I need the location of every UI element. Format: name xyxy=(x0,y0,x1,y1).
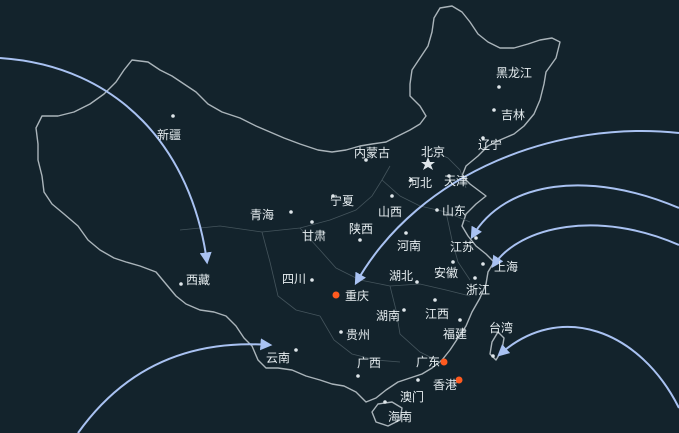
label-jiangsu: 江苏 xyxy=(450,240,474,254)
city-dot xyxy=(364,158,368,162)
label-shandong: 山东 xyxy=(442,204,466,218)
flow-lines xyxy=(0,57,679,433)
label-tianjin: 天津 xyxy=(444,174,468,188)
city-dot xyxy=(331,194,335,198)
label-fujian: 福建 xyxy=(443,326,467,341)
city-dot xyxy=(492,108,496,112)
city-dot xyxy=(358,238,362,242)
label-guangxi: 广西 xyxy=(357,356,381,370)
label-hubei: 湖北 xyxy=(389,268,413,283)
city-dot xyxy=(171,114,175,118)
label-shanghai: 上海 xyxy=(494,259,518,274)
city-dot xyxy=(390,194,394,198)
city-dot xyxy=(356,374,360,378)
city-dot xyxy=(447,174,451,178)
label-aomen: 澳门 xyxy=(400,389,424,404)
city-dot xyxy=(497,85,501,89)
city-dot xyxy=(179,282,183,286)
highlight-dots xyxy=(332,291,463,384)
city-dot xyxy=(474,236,478,240)
highlight-dot-chongqing xyxy=(332,291,340,299)
highlight-dot-xianggang xyxy=(455,376,463,384)
city-dot xyxy=(416,378,420,382)
city-dot xyxy=(481,262,485,266)
label-gansu: 甘肃 xyxy=(302,229,326,243)
city-dot xyxy=(404,231,408,235)
city-dot xyxy=(458,318,462,322)
label-yunnan: 云南 xyxy=(266,350,290,365)
city-dots xyxy=(171,85,501,404)
city-dot xyxy=(415,280,419,284)
city-dot xyxy=(473,276,477,280)
flow-arc-to-3 xyxy=(491,224,679,269)
label-chongqing: 重庆 xyxy=(345,289,369,303)
label-hunan: 湖南 xyxy=(376,308,400,323)
city-dot xyxy=(339,330,343,334)
city-dot xyxy=(451,260,455,264)
label-liaoning: 辽宁 xyxy=(478,137,502,152)
city-dot xyxy=(481,136,485,140)
city-dot xyxy=(294,348,298,352)
flow-arc-to-4 xyxy=(497,326,679,409)
label-heilongjiang: 黑龙江 xyxy=(496,66,532,80)
label-beijing: 北京 xyxy=(421,145,445,159)
city-dot xyxy=(409,178,413,182)
flow-arc-to-5 xyxy=(77,338,273,433)
flow-arc-to-0 xyxy=(0,57,212,265)
city-dot xyxy=(433,298,437,302)
label-shaanxi: 陕西 xyxy=(349,221,373,236)
province-boundaries xyxy=(179,149,471,363)
label-zhejiang: 浙江 xyxy=(466,283,490,297)
label-guangdong: 广东 xyxy=(416,355,440,369)
flow-arc-to-1 xyxy=(354,129,679,286)
label-henan: 河南 xyxy=(397,238,421,253)
label-hainan: 海南 xyxy=(388,409,412,424)
label-shanxi: 山西 xyxy=(378,205,402,219)
city-dot xyxy=(310,220,314,224)
label-xianggang: 香港 xyxy=(433,378,457,392)
label-anhui: 安徽 xyxy=(434,265,458,280)
hainan-island xyxy=(371,401,403,427)
label-neimenggu: 内蒙古 xyxy=(354,145,390,160)
china-border xyxy=(35,5,561,403)
city-dot xyxy=(383,400,387,404)
city-dot xyxy=(402,308,406,312)
capital-star-icon xyxy=(421,157,435,170)
label-qinghai: 青海 xyxy=(250,207,274,222)
flow-arc-to-2 xyxy=(470,184,679,240)
highlight-dot-guangdong xyxy=(440,358,448,366)
label-xizang: 西藏 xyxy=(186,273,210,287)
label-ningxia: 宁夏 xyxy=(330,193,354,208)
label-jilin: 吉林 xyxy=(501,108,525,122)
city-dot xyxy=(289,210,293,214)
label-jiangxi: 江西 xyxy=(425,307,449,321)
city-dot xyxy=(435,208,439,212)
label-xinjiang: 新疆 xyxy=(157,127,181,142)
place-labels: 黑龙江 吉林 辽宁 北京 内蒙古 河北 天津 山西 山东 宁夏 青海 甘肃 陕西… xyxy=(157,66,532,424)
label-hebei: 河北 xyxy=(408,176,432,190)
city-dot xyxy=(491,354,495,358)
label-guizhou: 贵州 xyxy=(346,328,370,342)
label-sichuan: 四川 xyxy=(282,272,306,286)
city-dot xyxy=(310,278,314,282)
label-taiwan: 台湾 xyxy=(489,320,513,335)
taiwan-island xyxy=(489,331,505,361)
